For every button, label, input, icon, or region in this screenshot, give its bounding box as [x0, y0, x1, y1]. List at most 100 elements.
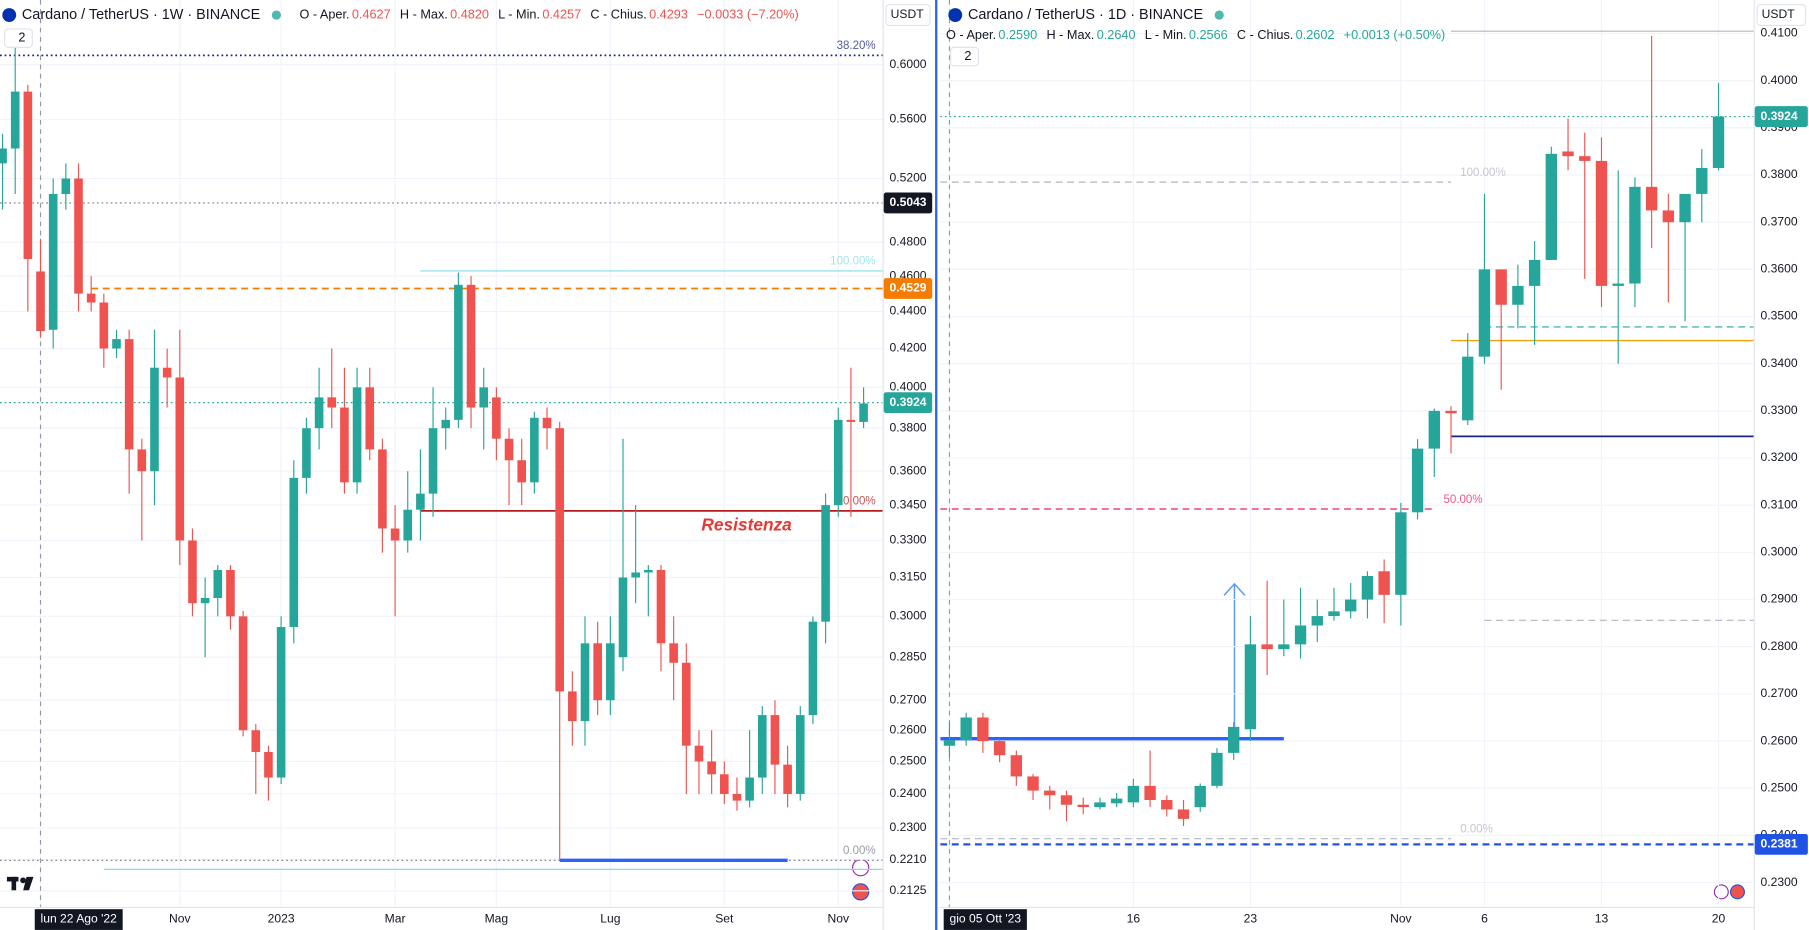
candle-body[interactable]: [943, 740, 956, 746]
candle-body[interactable]: [86, 293, 96, 303]
icon[interactable]: [852, 883, 870, 901]
candle-body[interactable]: [1077, 804, 1089, 808]
candle-body[interactable]: [568, 691, 577, 722]
candle-body[interactable]: [846, 419, 856, 422]
candle-body[interactable]: [492, 397, 501, 439]
candle-body[interactable]: [466, 284, 476, 408]
candle-body[interactable]: [1094, 802, 1106, 808]
candle-body[interactable]: [302, 428, 311, 478]
candle-body[interactable]: [504, 438, 514, 461]
candle-body[interactable]: [783, 764, 792, 794]
candle-body[interactable]: [795, 715, 805, 794]
candle-body[interactable]: [112, 339, 121, 349]
candle-body[interactable]: [707, 761, 716, 775]
candle-body[interactable]: [1060, 795, 1073, 805]
candle-body[interactable]: [251, 730, 261, 752]
candle-body[interactable]: [23, 91, 33, 259]
candle-body[interactable]: [378, 449, 387, 529]
candle-body[interactable]: [1110, 798, 1123, 804]
candle-body[interactable]: [1194, 785, 1206, 808]
candle-body[interactable]: [276, 627, 286, 778]
candle-body[interactable]: [1411, 448, 1424, 513]
candle-body[interactable]: [1144, 785, 1156, 801]
candle-body[interactable]: [1010, 755, 1023, 777]
candle-body[interactable]: [757, 715, 767, 778]
candle-body[interactable]: [580, 643, 590, 722]
candle-body[interactable]: [213, 569, 223, 598]
candle-body[interactable]: [770, 715, 780, 765]
candle-body[interactable]: [1512, 285, 1524, 305]
candle-body[interactable]: [162, 367, 172, 378]
candle-body[interactable]: [1044, 790, 1056, 796]
candle-body[interactable]: [1261, 644, 1273, 650]
candle-body[interactable]: [745, 777, 754, 801]
candle-body[interactable]: [61, 178, 71, 194]
candle-body[interactable]: [1629, 186, 1641, 284]
candle-body[interactable]: [340, 407, 349, 483]
candle-body[interactable]: [821, 505, 830, 622]
candle-body[interactable]: [1361, 575, 1374, 600]
currency-selector[interactable]: [1756, 4, 1807, 27]
candle-body[interactable]: [428, 428, 438, 494]
candle-body[interactable]: [732, 793, 742, 801]
candle-body[interactable]: [175, 377, 185, 541]
candle-body[interactable]: [859, 403, 868, 422]
candle-body[interactable]: [36, 271, 45, 332]
candle-body[interactable]: [1278, 644, 1290, 650]
candle-body[interactable]: [99, 302, 109, 349]
candle-body[interactable]: [352, 387, 362, 483]
candle-body[interactable]: [188, 540, 197, 604]
candle-body[interactable]: [1294, 625, 1307, 645]
candle-body[interactable]: [1662, 210, 1675, 223]
candle-body[interactable]: [1395, 512, 1407, 595]
candle-body[interactable]: [150, 367, 159, 472]
candle-body[interactable]: [808, 621, 818, 716]
candle-body[interactable]: [1177, 809, 1190, 819]
currency-selector[interactable]: [885, 4, 931, 27]
candle-body[interactable]: [644, 569, 653, 573]
candle-body[interactable]: [593, 643, 602, 701]
candle-body[interactable]: [479, 387, 489, 408]
candle-body[interactable]: [1328, 611, 1340, 617]
candle-body[interactable]: [238, 616, 248, 731]
candle-body[interactable]: [833, 419, 843, 506]
candle-body[interactable]: [1579, 156, 1591, 161]
candle-body[interactable]: [1127, 785, 1140, 803]
icon[interactable]: [1729, 884, 1745, 900]
candle-body[interactable]: [416, 493, 425, 510]
candle-body[interactable]: [137, 449, 147, 472]
candle-body[interactable]: [542, 417, 552, 429]
candle-body[interactable]: [1227, 726, 1240, 753]
candle-body[interactable]: [454, 284, 463, 420]
icon[interactable]: [852, 858, 870, 877]
candle-body[interactable]: [1595, 160, 1608, 286]
candle-body[interactable]: [1378, 571, 1390, 595]
candle-body[interactable]: [1161, 800, 1173, 810]
candle-body[interactable]: [631, 572, 640, 578]
indicator-toggle[interactable]: [4, 28, 33, 48]
candle-body[interactable]: [656, 569, 666, 644]
candle-body[interactable]: [1562, 151, 1574, 157]
candle-body[interactable]: [1462, 356, 1474, 421]
candle-body[interactable]: [669, 643, 678, 663]
candle-body[interactable]: [682, 662, 691, 746]
candle-body[interactable]: [327, 397, 337, 408]
candle-body[interactable]: [555, 428, 564, 692]
candle-body[interactable]: [0, 148, 7, 164]
candle-body[interactable]: [694, 745, 704, 762]
candle-body[interactable]: [403, 509, 413, 541]
candle-body[interactable]: [1696, 167, 1708, 194]
candle-body[interactable]: [1311, 616, 1323, 626]
candle-body[interactable]: [1211, 752, 1223, 786]
candle-body[interactable]: [314, 397, 324, 429]
candle-body[interactable]: [1428, 410, 1440, 449]
candle-body[interactable]: [124, 339, 134, 450]
candle-body[interactable]: [1679, 193, 1691, 223]
candle-body[interactable]: [390, 528, 400, 541]
candle-body[interactable]: [1612, 283, 1624, 286]
candle-body[interactable]: [226, 569, 235, 617]
candle-body[interactable]: [606, 643, 615, 701]
icon[interactable]: [1713, 884, 1729, 900]
candle-body[interactable]: [977, 717, 989, 742]
candle-body[interactable]: [960, 717, 972, 741]
